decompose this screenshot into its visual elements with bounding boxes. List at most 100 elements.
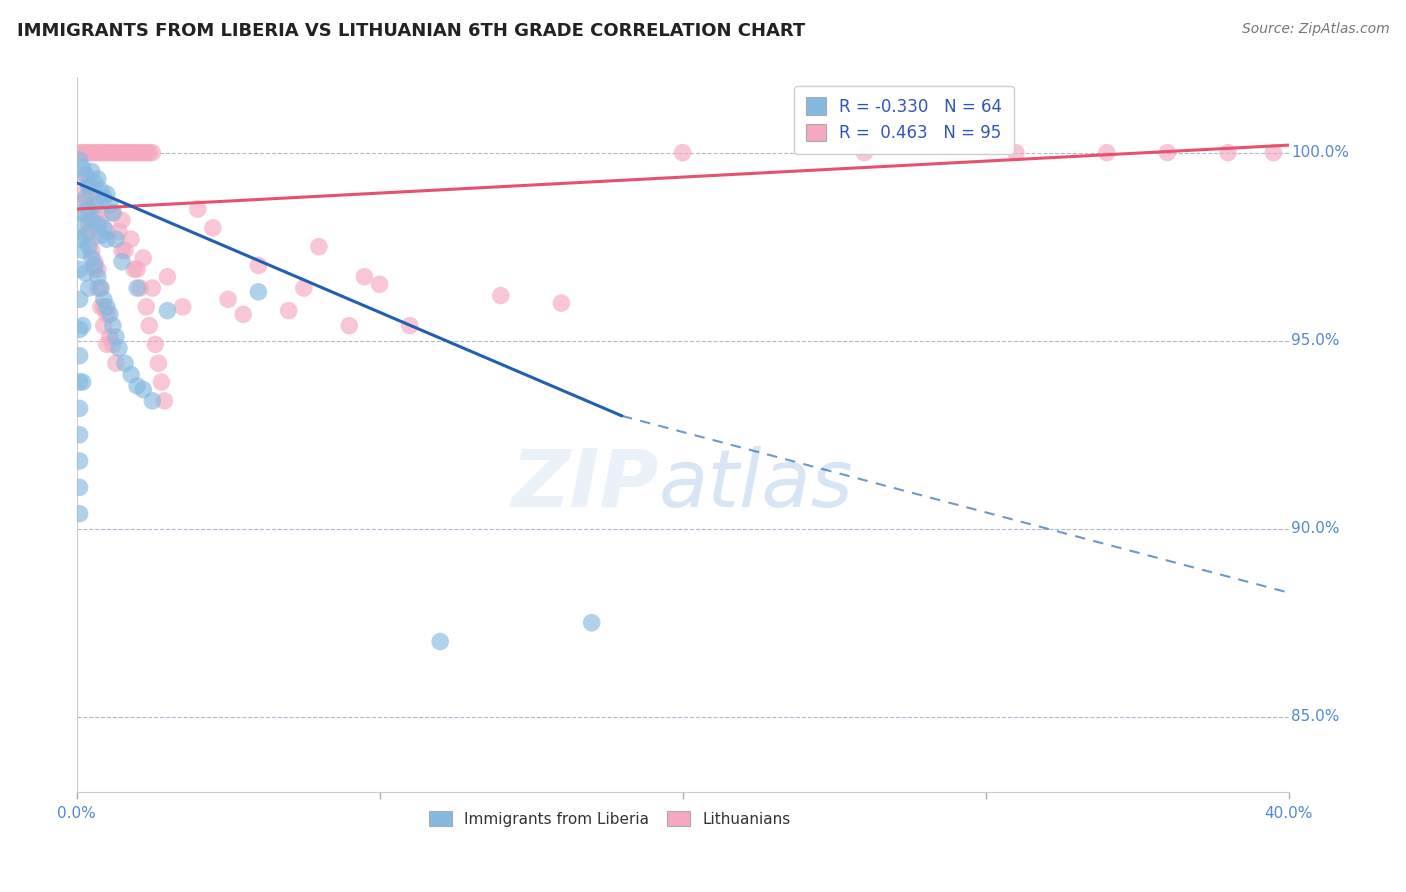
Point bbox=[98, 330, 121, 344]
Point bbox=[87, 145, 110, 160]
Point bbox=[69, 401, 91, 416]
Point bbox=[72, 161, 94, 175]
Point bbox=[96, 225, 118, 239]
Point bbox=[83, 176, 105, 190]
Point bbox=[138, 145, 160, 160]
Point bbox=[104, 145, 127, 160]
Point bbox=[72, 375, 94, 389]
Point bbox=[1156, 145, 1178, 160]
Point bbox=[83, 145, 105, 160]
Point bbox=[111, 254, 134, 268]
Point bbox=[87, 217, 110, 231]
Point bbox=[127, 281, 149, 295]
Point bbox=[72, 318, 94, 333]
Point bbox=[72, 187, 94, 202]
Text: IMMIGRANTS FROM LIBERIA VS LITHUANIAN 6TH GRADE CORRELATION CHART: IMMIGRANTS FROM LIBERIA VS LITHUANIAN 6T… bbox=[17, 22, 806, 40]
Point bbox=[101, 206, 124, 220]
Point bbox=[77, 240, 100, 254]
Point bbox=[489, 288, 512, 302]
Point bbox=[93, 318, 115, 333]
Point bbox=[77, 179, 100, 194]
Point bbox=[201, 220, 224, 235]
Point bbox=[96, 307, 118, 321]
Point bbox=[90, 228, 112, 243]
Point bbox=[69, 480, 91, 494]
Point bbox=[75, 191, 97, 205]
Point bbox=[77, 202, 100, 216]
Point bbox=[75, 206, 97, 220]
Point bbox=[75, 228, 97, 243]
Point bbox=[132, 251, 155, 265]
Point bbox=[135, 145, 157, 160]
Point bbox=[429, 634, 451, 648]
Point bbox=[104, 330, 127, 344]
Point bbox=[87, 262, 110, 277]
Point bbox=[277, 303, 299, 318]
Point bbox=[308, 240, 330, 254]
Point bbox=[135, 300, 157, 314]
Point bbox=[77, 176, 100, 190]
Point bbox=[1095, 145, 1118, 160]
Point bbox=[93, 293, 115, 307]
Point bbox=[581, 615, 603, 630]
Point bbox=[127, 262, 149, 277]
Point bbox=[247, 259, 270, 273]
Point bbox=[292, 281, 315, 295]
Point bbox=[114, 244, 136, 258]
Point bbox=[96, 145, 118, 160]
Point bbox=[93, 191, 115, 205]
Point bbox=[83, 198, 105, 212]
Point bbox=[156, 303, 179, 318]
Point bbox=[101, 145, 124, 160]
Text: 40.0%: 40.0% bbox=[1264, 805, 1313, 821]
Point bbox=[77, 217, 100, 231]
Point bbox=[72, 145, 94, 160]
Point bbox=[122, 262, 145, 277]
Point bbox=[129, 281, 152, 295]
Point bbox=[101, 318, 124, 333]
Point bbox=[232, 307, 254, 321]
Point bbox=[104, 232, 127, 246]
Text: 100.0%: 100.0% bbox=[1291, 145, 1350, 161]
Point bbox=[101, 337, 124, 351]
Point bbox=[138, 318, 160, 333]
Point bbox=[80, 213, 103, 227]
Point bbox=[75, 168, 97, 182]
Point bbox=[87, 172, 110, 186]
Point bbox=[399, 318, 422, 333]
Point bbox=[90, 281, 112, 295]
Point bbox=[69, 507, 91, 521]
Point bbox=[108, 145, 131, 160]
Point bbox=[108, 341, 131, 355]
Point bbox=[141, 393, 163, 408]
Point bbox=[96, 300, 118, 314]
Point bbox=[83, 262, 105, 277]
Point bbox=[83, 259, 105, 273]
Point bbox=[69, 349, 91, 363]
Text: Source: ZipAtlas.com: Source: ZipAtlas.com bbox=[1241, 22, 1389, 37]
Point bbox=[132, 383, 155, 397]
Point bbox=[120, 145, 142, 160]
Point bbox=[75, 168, 97, 182]
Point bbox=[853, 145, 876, 160]
Point bbox=[108, 225, 131, 239]
Point bbox=[83, 254, 105, 268]
Point bbox=[90, 281, 112, 295]
Point bbox=[80, 164, 103, 178]
Point bbox=[1216, 145, 1239, 160]
Point bbox=[127, 379, 149, 393]
Text: ZIP: ZIP bbox=[510, 446, 658, 524]
Point bbox=[111, 145, 134, 160]
Point bbox=[87, 281, 110, 295]
Point bbox=[217, 293, 239, 307]
Point bbox=[96, 232, 118, 246]
Point bbox=[77, 225, 100, 239]
Point bbox=[80, 251, 103, 265]
Point bbox=[87, 206, 110, 220]
Point bbox=[69, 206, 91, 220]
Point bbox=[148, 356, 170, 370]
Point bbox=[69, 454, 91, 468]
Point bbox=[111, 244, 134, 258]
Point bbox=[80, 232, 103, 246]
Point bbox=[120, 232, 142, 246]
